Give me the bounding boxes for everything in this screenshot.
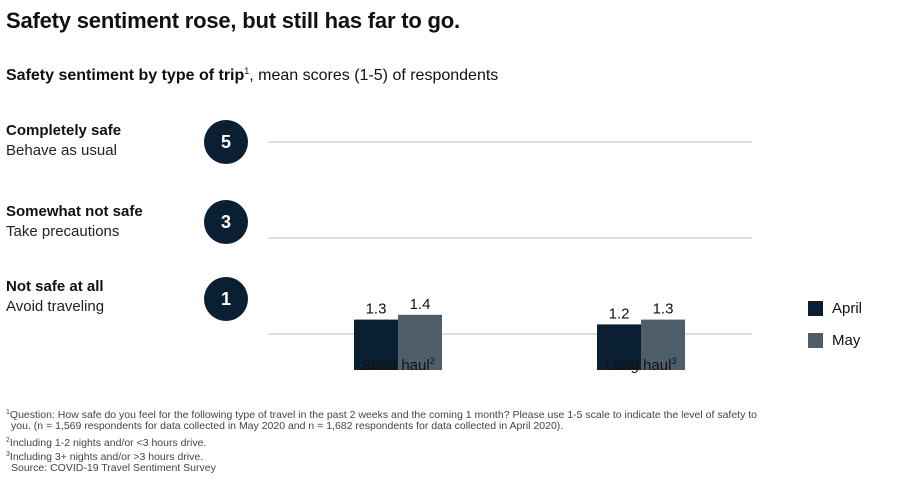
score-badge-1: 1 — [204, 277, 248, 321]
footnote-3-marker: 3 — [6, 451, 10, 458]
bar-short-haul-may — [398, 314, 442, 370]
category-label-short-haul: Short haul2 — [361, 356, 434, 374]
score-badge-5: 5 — [204, 120, 248, 164]
chart-headline: Safety sentiment rose, but still has far… — [6, 8, 460, 33]
footnote-1-line-1: Question: How safe do you feel for the f… — [9, 409, 758, 421]
level-1-label: Not safe at all — [6, 278, 104, 295]
bar-long-haul-may — [641, 319, 685, 370]
chart-source: Source: COVID-19 Travel Sentiment Survey — [11, 462, 216, 474]
footnote-2: 2Including 1-2 nights and/or <3 hours dr… — [6, 434, 906, 450]
level-5-label: Completely safe — [6, 122, 122, 139]
footnote-1-line-2: you. (n = 1,569 respondents for data col… — [11, 420, 564, 432]
legend-item-april: April — [808, 300, 862, 317]
data-label-long-haul-april: 1.2 — [609, 305, 630, 322]
chart-subtitle: Safety sentiment by type of trip1, mean … — [6, 66, 498, 85]
level-3-label: Somewhat not safe — [6, 203, 143, 220]
level-5-description: Behave as usual — [6, 142, 117, 159]
footnote-3-text: Including 3+ nights and/or >3 hours driv… — [9, 451, 204, 463]
category-label-long-haul: Long haul3 — [606, 356, 677, 374]
footnote-2-text: Including 1-2 nights and/or <3 hours dri… — [9, 437, 207, 449]
legend-swatch-april — [808, 301, 823, 316]
legend-swatch-may — [808, 333, 823, 348]
subtitle-footnote-marker: 1 — [244, 66, 250, 76]
data-label-short-haul-may: 1.4 — [410, 296, 431, 313]
data-label-long-haul-may: 1.3 — [653, 301, 674, 318]
bar-chart: 1.3 1.4 Short haul2 1.2 1.3 Long haul3 — [268, 141, 752, 374]
level-3-label-group: Somewhat not safe Take precautions — [6, 202, 143, 242]
bar-long-haul-april — [597, 324, 641, 370]
subtitle-bold: Safety sentiment by type of trip — [6, 67, 245, 84]
legend-label-april: April — [832, 300, 863, 317]
legend-label-may: May — [832, 332, 861, 349]
level-1-description: Avoid traveling — [6, 298, 105, 315]
footnote-3: 3Including 3+ nights and/or >3 hours dri… — [6, 448, 906, 464]
footnote-1: 1Question: How safe do you feel for the … — [6, 406, 906, 422]
legend-item-may: May — [808, 332, 860, 349]
footnote-1-marker: 1 — [6, 409, 10, 416]
subtitle-rest: , mean scores (1-5) of respondents — [249, 67, 499, 84]
score-badge-3: 3 — [204, 200, 248, 244]
level-1-label-group: Not safe at all Avoid traveling — [6, 277, 104, 317]
level-5-label-group: Completely safe Behave as usual — [6, 121, 121, 161]
data-label-short-haul-april: 1.3 — [366, 301, 387, 318]
bar-short-haul-april — [354, 319, 398, 370]
level-3-description: Take precautions — [6, 223, 120, 240]
footnote-2-marker: 2 — [6, 437, 10, 444]
